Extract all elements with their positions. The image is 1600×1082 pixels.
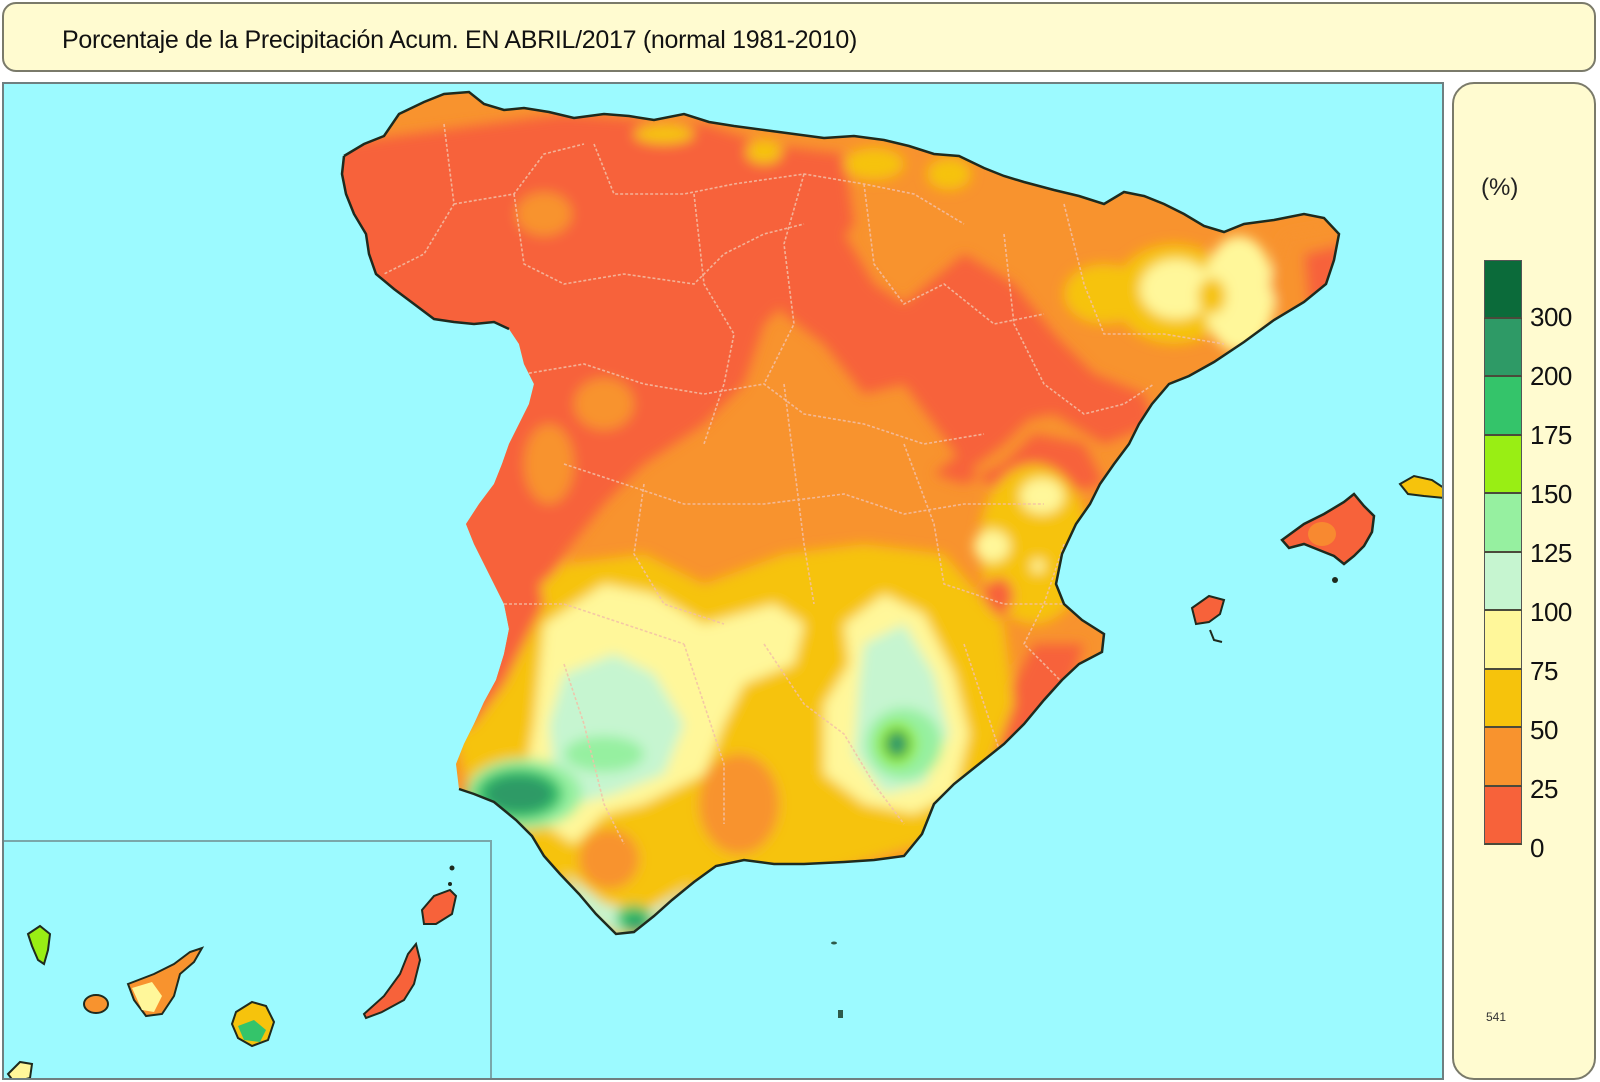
- canary-islands: [6, 865, 458, 1078]
- iberian-peninsula: [340, 90, 1341, 936]
- legend-swatch-75-100: [1484, 611, 1522, 670]
- columbretes-marker: [838, 1010, 843, 1018]
- legend-tick: 150: [1530, 479, 1572, 509]
- legend-swatch-150-175: [1484, 435, 1522, 494]
- legend-swatch-100-125: [1484, 552, 1522, 611]
- map-title: Porcentaje de la Precipitación Acum. EN …: [62, 26, 858, 54]
- legend-tick: 75: [1530, 656, 1558, 686]
- balearic-islands: [1190, 474, 1442, 643]
- legend-panel: (%) 300 200 175 150 125 100 75 50 25 0 5…: [1452, 82, 1596, 1080]
- legend-color-scale: [1484, 260, 1524, 845]
- legend-tick: 175: [1530, 420, 1572, 450]
- legend-swatch-175-200: [1484, 377, 1522, 436]
- province-boundaries: [383, 123, 1225, 845]
- legend-unit-label: (%): [1481, 174, 1519, 201]
- legend-swatch-0-25: [1484, 786, 1522, 845]
- legend-swatch-200-300: [1484, 318, 1522, 377]
- map-area: [2, 82, 1444, 1080]
- legend-tick: 0: [1530, 833, 1544, 863]
- title-bar: Porcentaje de la Precipitación Acum. EN …: [2, 2, 1596, 72]
- map-code: 541: [1486, 1010, 1507, 1024]
- legend-tick: 25: [1530, 774, 1558, 804]
- legend-swatch-25-50: [1484, 728, 1522, 787]
- legend-swatch-300-plus: [1484, 260, 1522, 319]
- legend-tick: 300: [1530, 302, 1572, 332]
- legend-tick: 50: [1530, 715, 1558, 745]
- legend-tick: 125: [1530, 538, 1572, 568]
- precipitation-map: [6, 90, 1442, 1078]
- canary-islands-inset-frame: [4, 840, 492, 1078]
- alboran-island: [831, 941, 837, 945]
- legend-tick: 100: [1530, 597, 1572, 627]
- legend-swatch-125-150: [1484, 494, 1522, 553]
- legend-swatch-50-75: [1484, 669, 1522, 728]
- legend-tick: 200: [1530, 361, 1572, 391]
